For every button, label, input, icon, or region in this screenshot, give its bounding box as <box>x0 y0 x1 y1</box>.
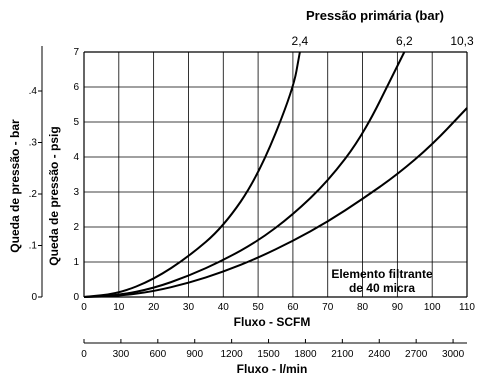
y2-axis-label: Queda de pressão - bar <box>8 119 22 253</box>
x-tick-label: 0 <box>81 302 87 313</box>
y2-tick-label: .1 <box>29 241 38 252</box>
y-tick-label: 1 <box>73 257 79 268</box>
y2-axis: 0 .1 .2 .3 .4 <box>29 46 43 303</box>
x2-tick-label: 2700 <box>405 349 428 360</box>
y-tick-label: 7 <box>73 47 79 58</box>
x2-tick-label: 300 <box>113 349 130 360</box>
x2-tick-label: 1500 <box>257 349 280 360</box>
y-tick-labels: 0 1 2 3 4 5 6 7 <box>73 47 79 303</box>
x2-tick-label: 2100 <box>331 349 354 360</box>
x-tick-label: 60 <box>287 302 299 313</box>
x2-tick-label: 1800 <box>294 349 317 360</box>
y-axis-label: Queda de pressão - psig <box>47 126 61 265</box>
x2-tick-label: 900 <box>186 349 203 360</box>
x2-axis-label: Fluxo - l/min <box>237 362 308 375</box>
x-tick-label: 70 <box>322 302 334 313</box>
chart-title: Pressão primária (bar) <box>306 8 444 23</box>
y-tick-label: 2 <box>73 222 79 233</box>
y2-tick-label: .3 <box>29 138 38 149</box>
series-line-1 <box>83 51 301 298</box>
x-tick-label: 50 <box>253 302 265 313</box>
annotation-line-2: de 40 micra <box>349 281 415 295</box>
y2-tick-label: 0 <box>31 292 37 303</box>
x2-tick-label: 2400 <box>368 349 391 360</box>
x-tick-label: 30 <box>183 302 195 313</box>
series-line-2 <box>83 51 406 298</box>
series-lines <box>83 51 468 298</box>
x2-axis: 0 300 600 900 1200 1500 1800 2100 2400 2700 3000 <box>81 339 467 360</box>
series-line-3 <box>83 107 468 298</box>
y2-tick-label: .4 <box>29 86 38 97</box>
x-tick-label: 10 <box>113 302 125 313</box>
series-label-3: 10,3 <box>450 34 474 48</box>
x2-tick-label: 0 <box>81 349 87 360</box>
x2-tick-label: 600 <box>149 349 166 360</box>
x-tick-label: 90 <box>392 302 404 313</box>
y-tick-label: 3 <box>73 187 79 198</box>
x-tick-label: 80 <box>357 302 369 313</box>
series-labels: 2,4 6,2 10,3 <box>292 34 474 48</box>
x-tick-label: 40 <box>218 302 230 313</box>
grid <box>83 51 468 298</box>
y-tick-label: 5 <box>73 117 79 128</box>
series-label-2: 6,2 <box>396 34 413 48</box>
x-tick-label: 110 <box>459 302 475 313</box>
y-tick-label: 4 <box>73 152 79 163</box>
annotation-line-1: Elemento filtrante <box>331 267 433 281</box>
x-tick-label: 20 <box>148 302 160 313</box>
x-axis-label: Fluxo - SCFM <box>234 315 311 329</box>
x2-tick-label: 1200 <box>221 349 244 360</box>
x-tick-label: 100 <box>424 302 441 313</box>
y2-tick-label: .2 <box>29 189 38 200</box>
y-tick-label: 0 <box>73 292 79 303</box>
y-tick-label: 6 <box>73 82 79 93</box>
series-label-1: 2,4 <box>292 34 309 48</box>
x2-tick-label: 3000 <box>442 349 465 360</box>
x-tick-labels: 0 10 20 30 40 50 60 70 80 90 100 110 <box>81 302 475 313</box>
